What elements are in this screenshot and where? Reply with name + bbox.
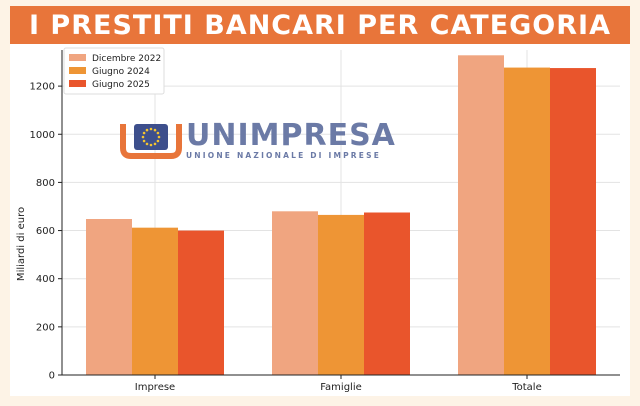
x-tick-label: Famiglie xyxy=(320,382,362,393)
logo-star xyxy=(142,131,146,135)
x-tick-label: Imprese xyxy=(135,382,175,393)
bar-chart: UNIMPRESA UNIONE NAZIONALE DI IMPRESE 0 2… xyxy=(16,47,620,393)
logo-star xyxy=(149,127,153,131)
legend-label: Giugno 2024 xyxy=(92,67,150,77)
title-banner: I PRESTITI BANCARI PER CATEGORIA xyxy=(10,6,630,44)
logo-star xyxy=(157,135,161,139)
logo-tagline: UNIONE NAZIONALE DI IMPRESE xyxy=(186,151,381,160)
y-tick-label: 600 xyxy=(36,226,55,237)
logo-star xyxy=(153,142,157,146)
legend-swatch xyxy=(69,54,86,61)
y-tick-label: 200 xyxy=(36,322,55,333)
bars xyxy=(86,55,596,376)
chart-title: I PRESTITI BANCARI PER CATEGORIA xyxy=(28,9,611,41)
logo-name: UNIMPRESA xyxy=(186,118,396,153)
bar xyxy=(504,67,550,376)
x-tick-label: Totale xyxy=(511,382,542,393)
legend: Dicembre 2022 Giugno 2024 Giugno 2025 xyxy=(63,47,165,95)
unimpresa-logo: UNIMPRESA UNIONE NAZIONALE DI IMPRESE xyxy=(120,118,396,160)
legend-label: Giugno 2025 xyxy=(92,80,150,90)
bar xyxy=(318,214,364,375)
legend-swatch xyxy=(69,67,86,74)
axes: 0 200 400 600 800 1000 1200 Imprese Famiglie Tota… xyxy=(30,50,620,393)
bar xyxy=(132,227,178,375)
bar xyxy=(272,211,318,375)
logo-star xyxy=(142,139,146,143)
bar xyxy=(458,55,504,375)
bar xyxy=(178,230,224,375)
logo-star xyxy=(145,128,149,132)
bar xyxy=(550,68,596,376)
bar xyxy=(86,219,132,375)
logo-star xyxy=(153,128,157,132)
logo-star xyxy=(141,135,145,139)
logo-star xyxy=(156,131,160,135)
logo-emblem-icon xyxy=(120,124,182,159)
y-tick-label: 1200 xyxy=(30,82,55,93)
legend-box xyxy=(63,47,165,95)
y-tick-label: 0 xyxy=(49,371,55,382)
legend-swatch xyxy=(69,80,86,87)
logo-star xyxy=(145,142,149,146)
y-tick-label: 400 xyxy=(36,274,55,285)
logo-star xyxy=(149,143,153,147)
logo-star xyxy=(156,139,160,143)
legend-label: Dicembre 2022 xyxy=(92,54,161,64)
y-tick-label: 1000 xyxy=(30,130,55,141)
y-tick-label: 800 xyxy=(36,178,55,189)
chart-panel: UNIMPRESA UNIONE NAZIONALE DI IMPRESE 0 2… xyxy=(10,44,630,396)
y-axis-label: Miliardi di euro xyxy=(16,207,27,281)
bar xyxy=(364,212,410,375)
